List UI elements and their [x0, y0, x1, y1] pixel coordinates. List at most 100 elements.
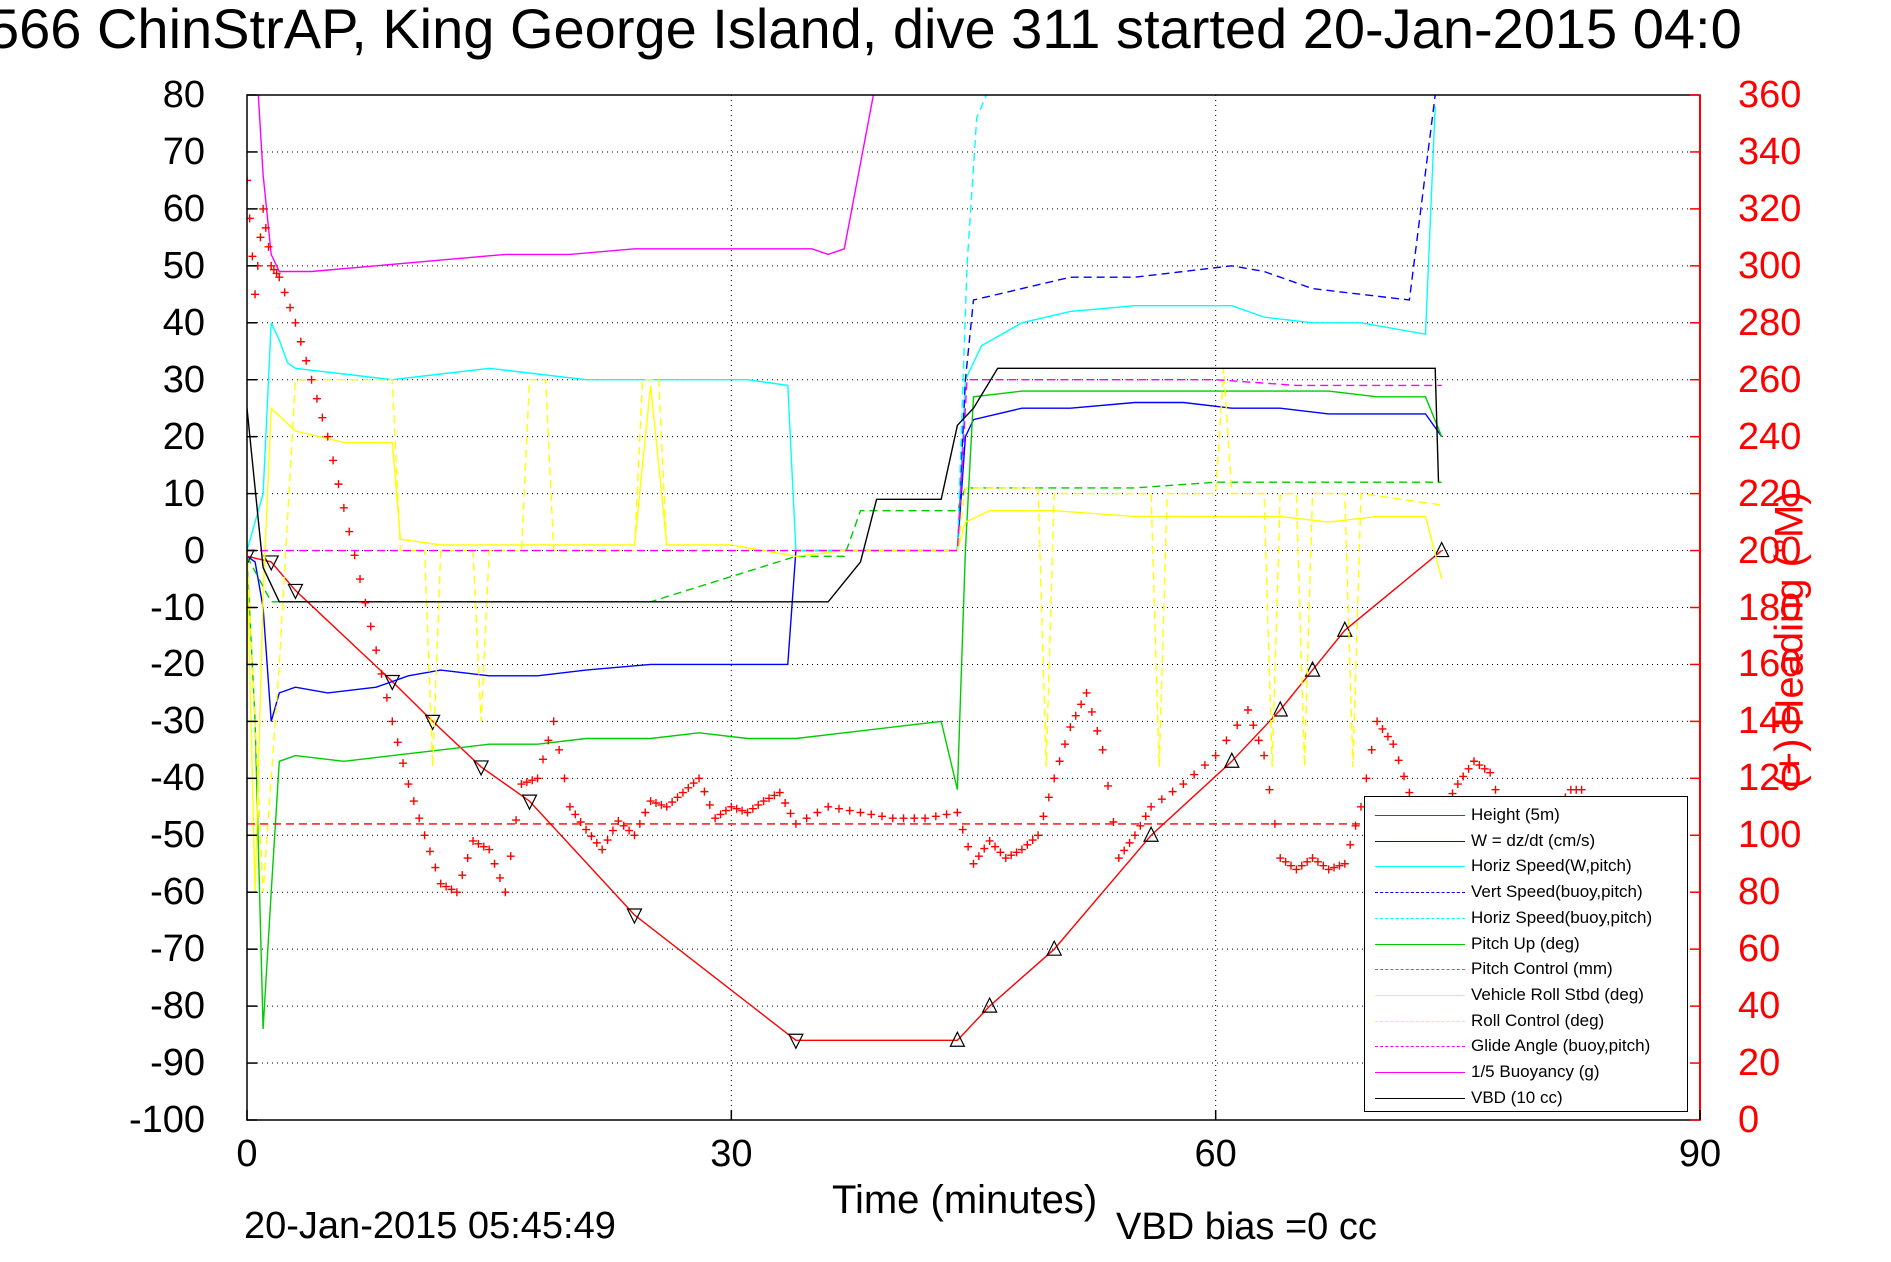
heading-marker — [991, 842, 1000, 851]
heading-marker — [1373, 717, 1382, 726]
heading-marker — [1082, 688, 1091, 697]
timestamp-footer: 20-Jan-2015 05:45:49 — [244, 1205, 616, 1247]
heading-marker — [1007, 851, 1016, 860]
heading-marker — [490, 859, 499, 868]
legend-label: Vehicle Roll Stbd (deg) — [1471, 984, 1644, 1004]
heading-marker — [1087, 707, 1096, 716]
heading-marker — [754, 800, 763, 809]
height-marker — [287, 583, 304, 600]
heading-marker — [1071, 711, 1080, 720]
heading-marker — [275, 273, 284, 282]
heading-marker — [592, 838, 601, 847]
height-marker — [1304, 660, 1321, 677]
legend-item: Vehicle Roll Stbd (deg) — [1365, 983, 1687, 1007]
heading-marker — [695, 774, 704, 783]
heading-marker — [958, 825, 967, 834]
heading-marker — [356, 575, 365, 584]
series-line-6 — [247, 481, 1442, 603]
right-tick-label: 160 — [1738, 643, 1802, 686]
heading-marker — [1469, 757, 1478, 766]
x-tick-label: 30 — [710, 1133, 753, 1175]
heading-marker — [479, 842, 488, 851]
legend-label: 1/5 Buoyancy (g) — [1471, 1062, 1600, 1081]
heading-marker — [1405, 788, 1414, 797]
left-tick-label: 70 — [162, 130, 205, 173]
heading-marker — [1254, 736, 1263, 745]
legend-label: Roll Control (deg) — [1471, 1010, 1605, 1030]
legend-swatch — [1375, 892, 1465, 894]
legend-item: VBD (10 cc) — [1365, 1086, 1687, 1110]
heading-marker — [689, 779, 698, 788]
heading-marker — [1389, 740, 1398, 749]
series-line-11 — [247, 367, 1440, 603]
height-marker — [247, 549, 255, 566]
heading-marker — [1060, 740, 1069, 749]
heading-marker — [1491, 785, 1500, 794]
heading-marker — [522, 778, 531, 787]
heading-marker — [1313, 857, 1322, 866]
left-tick-label: -40 — [150, 757, 205, 800]
series-line-4 — [956, 95, 988, 551]
heading-marker — [646, 797, 655, 806]
heading-marker — [1383, 732, 1392, 741]
height-marker — [263, 555, 280, 572]
heading-marker — [256, 233, 265, 242]
heading-marker — [1211, 751, 1220, 760]
heading-marker — [361, 598, 370, 607]
series-line-7 — [247, 385, 1443, 893]
heading-marker — [802, 814, 811, 823]
series-line-1 — [247, 401, 1443, 722]
heading-marker — [899, 814, 908, 823]
heading-marker — [781, 799, 790, 808]
heading-marker — [608, 826, 617, 835]
heading-marker — [447, 885, 456, 894]
heading-marker — [1012, 848, 1021, 857]
heading-marker — [377, 669, 386, 678]
heading-marker — [678, 788, 687, 797]
left-tick-label: -50 — [150, 814, 205, 857]
heading-marker — [501, 888, 510, 897]
heading-marker — [1017, 845, 1026, 854]
right-tick-label: 80 — [1738, 871, 1781, 914]
left-tick-label: -80 — [150, 985, 205, 1028]
left-tick-label: -30 — [150, 700, 205, 743]
heading-marker — [1287, 861, 1296, 870]
legend-label: Height (5m) — [1471, 805, 1560, 824]
heading-marker — [1147, 802, 1156, 811]
heading-marker — [1475, 761, 1484, 770]
heading-marker — [1324, 865, 1333, 874]
heading-marker — [366, 622, 375, 631]
x-tick-label: 60 — [1194, 1133, 1237, 1175]
heading-marker — [587, 832, 596, 841]
height-marker — [981, 996, 998, 1013]
heading-marker — [748, 804, 757, 813]
heading-marker — [345, 527, 354, 536]
legend-item: Horiz Speed(buoy,pitch) — [1365, 906, 1687, 930]
heading-marker — [727, 802, 736, 811]
heading-marker — [1125, 838, 1134, 847]
heading-marker — [312, 394, 321, 403]
heading-marker — [1260, 751, 1269, 760]
series-line-2 — [247, 106, 1436, 552]
heading-marker — [1050, 774, 1059, 783]
heading-marker — [474, 839, 483, 848]
legend-label: W = dz/dt (cm/s) — [1471, 830, 1596, 850]
heading-marker — [388, 717, 397, 726]
heading-marker — [1141, 812, 1150, 821]
heading-marker — [980, 844, 989, 853]
heading-marker — [431, 863, 440, 872]
heading-marker — [657, 800, 666, 809]
right-tick-label: 60 — [1738, 928, 1781, 971]
heading-marker — [1356, 802, 1365, 811]
height-marker — [1143, 825, 1160, 842]
legend-label: Horiz Speed(W,pitch) — [1471, 856, 1632, 876]
heading-marker — [538, 755, 547, 764]
heading-marker — [743, 808, 752, 817]
heading-marker — [1179, 780, 1188, 789]
left-tick-label: 10 — [162, 472, 205, 515]
height-marker — [1272, 700, 1289, 717]
right-tick-label: 180 — [1738, 586, 1802, 629]
heading-marker — [651, 799, 660, 808]
right-axis-label: (+) Heading (°M) — [1767, 491, 1812, 789]
heading-marker — [1077, 700, 1086, 709]
